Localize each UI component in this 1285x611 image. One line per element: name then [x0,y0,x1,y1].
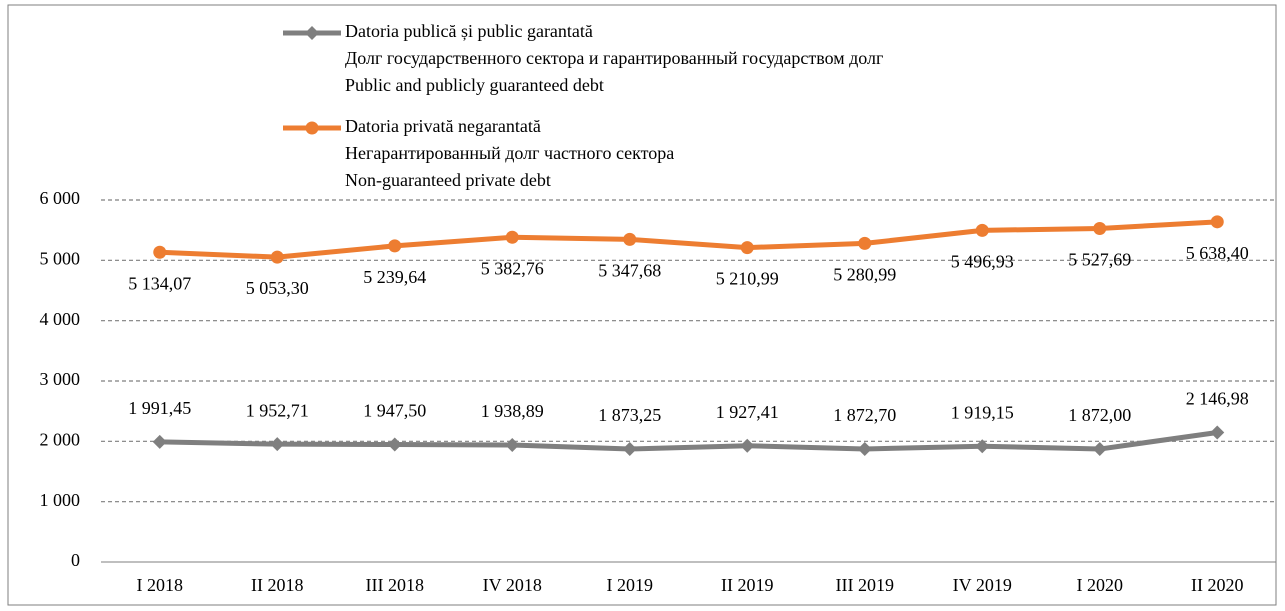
point [740,438,755,453]
x-tick-label: II 2018 [251,575,304,595]
x-tick-label: I 2019 [607,575,654,595]
y-tick-label: 5 000 [40,248,81,268]
data-label: 1 872,70 [833,405,896,425]
legend-marker [305,121,319,135]
data-label: 2 146,98 [1186,389,1249,409]
point [623,232,637,246]
data-label: 5 638,40 [1186,243,1249,263]
point [388,239,402,253]
data-label: 1 952,71 [246,400,309,420]
data-label: 5 347,68 [598,260,661,280]
data-label: 5 053,30 [246,278,309,298]
chart-border [7,4,1277,606]
x-tick-label: II 2019 [721,575,774,595]
data-label: 1 927,41 [716,402,779,422]
point [857,442,872,457]
point [622,441,637,456]
y-tick-label: 3 000 [40,369,81,389]
x-tick-label: I 2020 [1077,575,1124,595]
legend-label: Негарантированный долг частного сектора [345,143,674,163]
legend-marker [305,26,319,40]
data-label: 5 239,64 [363,267,426,287]
point [1210,425,1225,440]
data-label: 1 872,00 [1068,405,1131,425]
legend-label: Долг государственного сектора и гарантир… [345,48,883,68]
x-tick-label: III 2019 [836,575,894,595]
data-label: 1 938,89 [481,401,544,421]
x-tick-label: IV 2019 [953,575,1012,595]
point [740,241,754,255]
point [1093,221,1107,235]
point [858,236,872,250]
point [1210,215,1224,229]
data-label: 5 496,93 [951,251,1014,271]
point [270,437,285,452]
legend-label: Non-guaranteed private debt [345,170,551,190]
point [505,438,520,453]
x-tick-label: I 2018 [137,575,184,595]
point [975,439,990,454]
y-tick-label: 1 000 [40,490,81,510]
data-label: 5 134,07 [128,273,191,293]
point [975,223,989,237]
x-tick-label: IV 2018 [483,575,542,595]
data-label: 1 991,45 [128,398,191,418]
y-tick-label: 0 [71,550,80,570]
data-label: 1 947,50 [363,401,426,421]
data-label: 5 382,76 [481,258,544,278]
legend-label: Datoria privată negarantată [345,116,541,136]
series-line [159,429,1218,452]
data-label: 5 210,99 [716,269,779,289]
point [152,434,167,449]
legend-label: Public and publicly guaranteed debt [345,75,604,95]
x-tick-label: II 2020 [1191,575,1244,595]
data-label: 1 873,25 [598,405,661,425]
y-tick-label: 4 000 [40,309,81,329]
data-label: 5 527,69 [1068,250,1131,270]
point [153,245,167,259]
y-tick-label: 6 000 [40,188,81,208]
point [387,437,402,452]
y-tick-label: 2 000 [40,429,81,449]
data-label: 5 280,99 [833,265,896,285]
legend-label: Datoria publică și public garantată [345,21,593,41]
point [270,250,284,264]
point [1092,442,1107,457]
series-line [159,219,1218,260]
point [505,230,519,244]
x-tick-label: III 2018 [366,575,424,595]
data-label: 1 919,15 [951,402,1014,422]
